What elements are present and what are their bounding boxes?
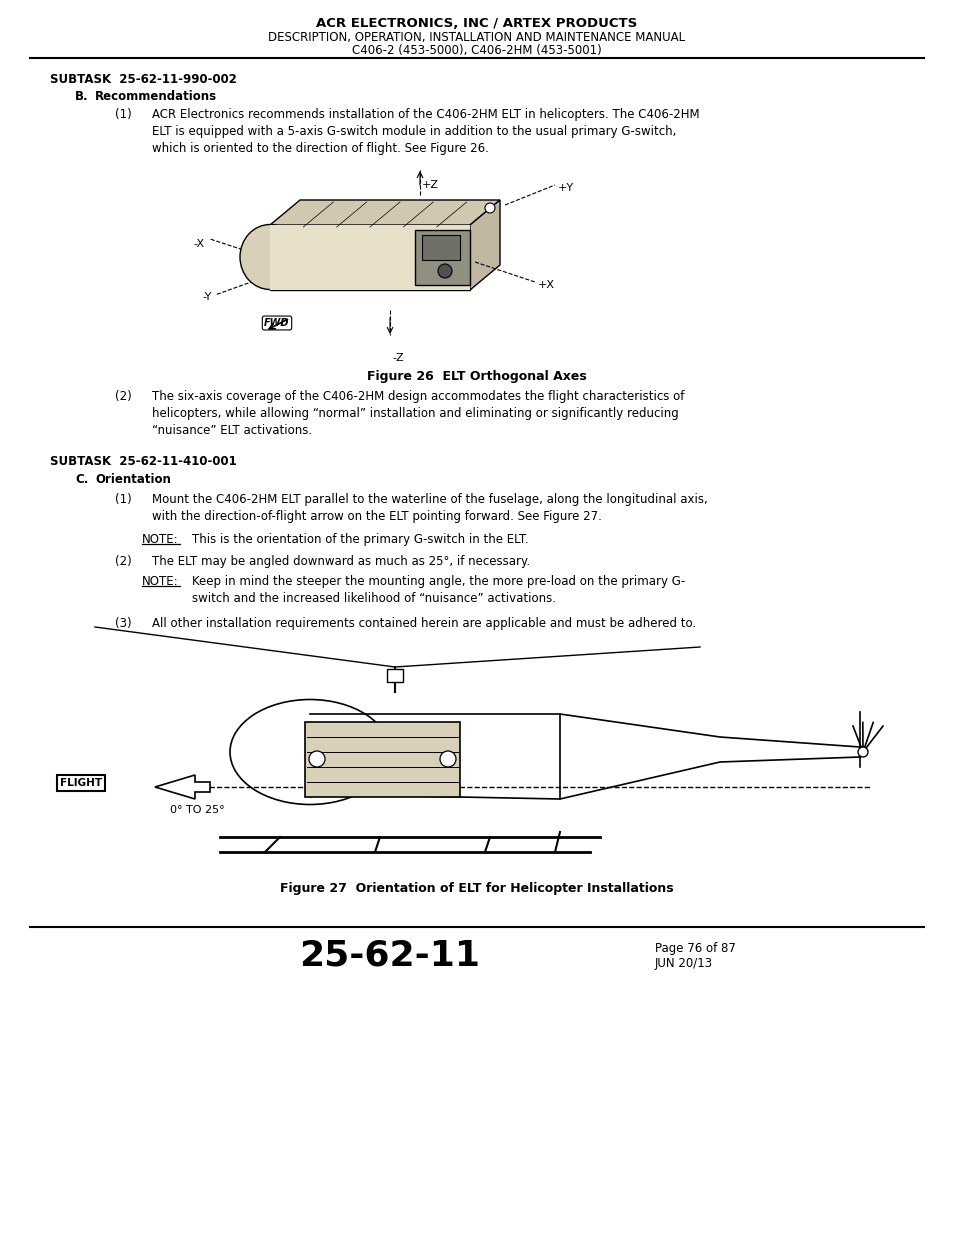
Text: FWD: FWD — [264, 317, 290, 329]
Text: 0° TO 25°: 0° TO 25° — [170, 805, 224, 815]
Circle shape — [857, 747, 867, 757]
Text: -X: -X — [193, 240, 205, 249]
Text: Mount the C406-2HM ELT parallel to the waterline of the fuselage, along the long: Mount the C406-2HM ELT parallel to the w… — [152, 493, 707, 522]
Text: -Y: -Y — [202, 291, 212, 303]
Circle shape — [484, 203, 495, 212]
Polygon shape — [270, 200, 499, 225]
Text: Keep in mind the steeper the mounting angle, the more pre-load on the primary G-: Keep in mind the steeper the mounting an… — [192, 576, 684, 605]
Text: DESCRIPTION, OPERATION, INSTALLATION AND MAINTENANCE MANUAL: DESCRIPTION, OPERATION, INSTALLATION AND… — [268, 31, 685, 44]
Text: Figure 27  Orientation of ELT for Helicopter Installations: Figure 27 Orientation of ELT for Helicop… — [280, 882, 673, 895]
Text: C406-2 (453-5000), C406-2HM (453-5001): C406-2 (453-5000), C406-2HM (453-5001) — [352, 44, 601, 57]
Polygon shape — [559, 714, 859, 799]
Ellipse shape — [240, 225, 299, 289]
Text: 25-62-11: 25-62-11 — [299, 939, 480, 973]
Polygon shape — [387, 669, 402, 682]
Text: C.: C. — [75, 473, 89, 487]
Text: Orientation: Orientation — [95, 473, 171, 487]
Polygon shape — [270, 225, 470, 290]
Text: +X: +X — [537, 280, 555, 290]
Text: Recommendations: Recommendations — [95, 90, 217, 103]
Text: (2): (2) — [115, 555, 132, 568]
Text: Page 76 of 87: Page 76 of 87 — [655, 942, 735, 955]
Polygon shape — [421, 235, 459, 261]
Text: NOTE:: NOTE: — [142, 534, 178, 546]
Text: NOTE:: NOTE: — [142, 576, 178, 588]
Text: FLIGHT: FLIGHT — [60, 778, 102, 788]
Polygon shape — [470, 200, 499, 290]
Text: The six-axis coverage of the C406-2HM design accommodates the flight characteris: The six-axis coverage of the C406-2HM de… — [152, 390, 683, 437]
Circle shape — [309, 751, 325, 767]
Text: JUN 20/13: JUN 20/13 — [655, 957, 713, 969]
Polygon shape — [270, 225, 470, 290]
Text: ACR Electronics recommends installation of the C406-2HM ELT in helicopters. The : ACR Electronics recommends installation … — [152, 107, 699, 156]
Text: ACR ELECTRONICS, INC / ARTEX PRODUCTS: ACR ELECTRONICS, INC / ARTEX PRODUCTS — [316, 17, 637, 30]
Text: SUBTASK  25-62-11-990-002: SUBTASK 25-62-11-990-002 — [50, 73, 236, 86]
Text: (2): (2) — [115, 390, 132, 403]
Polygon shape — [305, 722, 459, 797]
Text: SUBTASK  25-62-11-410-001: SUBTASK 25-62-11-410-001 — [50, 454, 236, 468]
Polygon shape — [415, 230, 470, 285]
Text: The ELT may be angled downward as much as 25°, if necessary.: The ELT may be angled downward as much a… — [152, 555, 530, 568]
Text: B.: B. — [75, 90, 89, 103]
Text: (3): (3) — [115, 618, 132, 630]
Text: -Z: -Z — [392, 353, 403, 363]
Text: (1): (1) — [115, 107, 132, 121]
Polygon shape — [154, 776, 210, 799]
Ellipse shape — [230, 699, 390, 804]
Text: Figure 26  ELT Orthogonal Axes: Figure 26 ELT Orthogonal Axes — [367, 370, 586, 383]
Circle shape — [437, 264, 452, 278]
Text: (1): (1) — [115, 493, 132, 506]
Text: This is the orientation of the primary G-switch in the ELT.: This is the orientation of the primary G… — [192, 534, 528, 546]
Text: +Y: +Y — [558, 183, 574, 193]
Text: All other installation requirements contained herein are applicable and must be : All other installation requirements cont… — [152, 618, 696, 630]
Text: +Z: +Z — [421, 180, 438, 190]
Circle shape — [439, 751, 456, 767]
